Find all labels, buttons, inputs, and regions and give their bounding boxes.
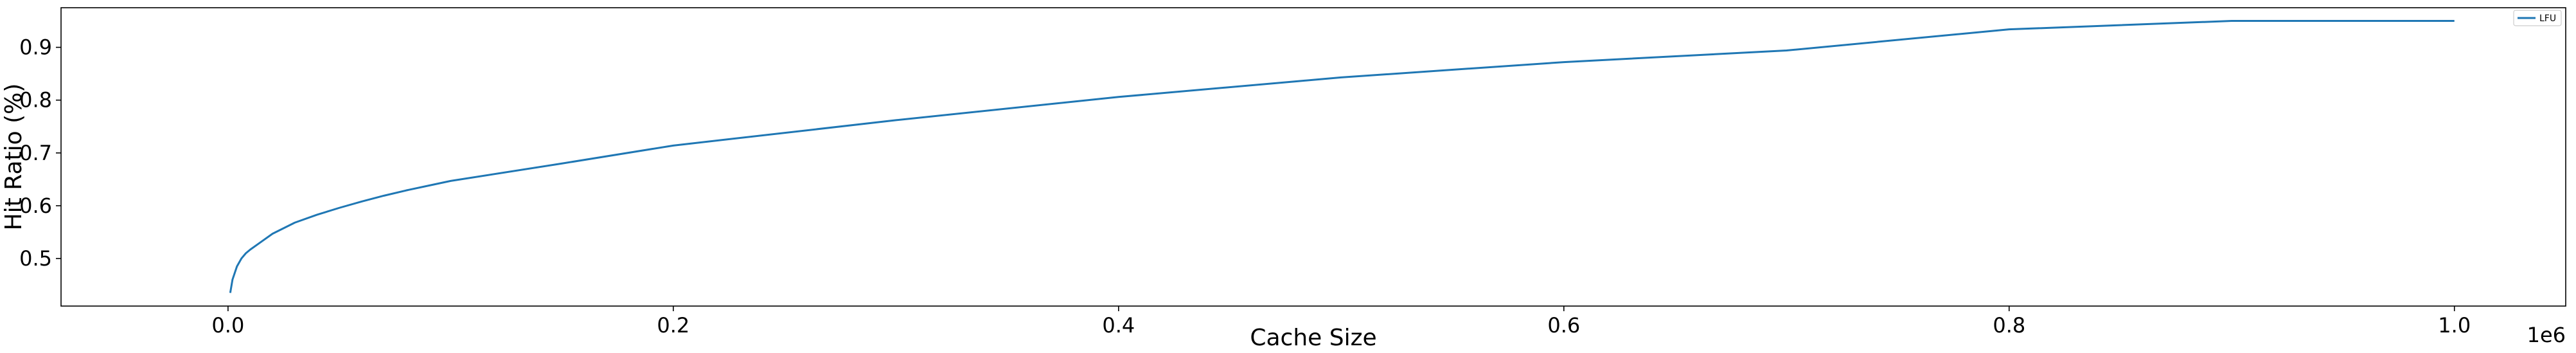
x-tick-label: 0.4 — [1102, 313, 1135, 338]
x-tick-label: 0.2 — [657, 313, 689, 338]
legend: LFU — [2513, 10, 2562, 26]
series-layer — [229, 20, 2455, 293]
y-tick-label: 0.7 — [19, 141, 52, 165]
x-tick-label: 0.8 — [1993, 313, 2025, 338]
plot-area — [60, 7, 2566, 307]
series-line-lfu — [229, 20, 2455, 293]
y-axis-label: Hit Ratio (%) — [1, 84, 27, 231]
y-tick-label: 0.6 — [19, 194, 52, 218]
y-axis-ticks: 0.5 0.6 0.7 0.8 0.9 — [19, 35, 61, 271]
x-axis-label: Cache Size — [1250, 325, 1376, 351]
y-tick-label: 0.5 — [19, 246, 52, 271]
x-tick-label: 0.6 — [1547, 313, 1580, 338]
x-axis-ticks: 0.0 0.2 0.4 0.6 0.8 1.0 — [211, 306, 2471, 338]
x-tick-label: 0.0 — [211, 313, 244, 338]
x-axis-offset-label: 1e6 — [2527, 323, 2566, 347]
legend-label-lfu: LFU — [2539, 14, 2556, 24]
legend-box — [2513, 10, 2562, 26]
y-tick-label: 0.9 — [19, 35, 52, 60]
y-tick-label: 0.8 — [19, 88, 52, 113]
x-tick-label: 1.0 — [2438, 313, 2471, 338]
